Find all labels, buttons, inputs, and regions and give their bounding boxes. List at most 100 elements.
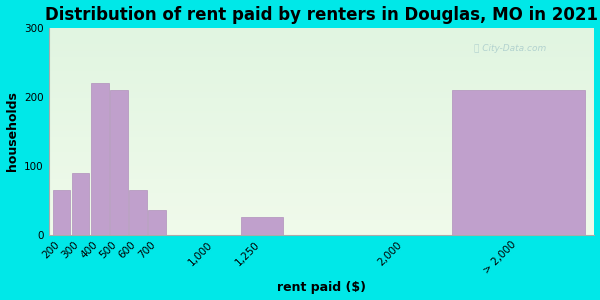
Bar xyxy=(49,102,595,104)
Bar xyxy=(49,55,595,57)
Bar xyxy=(49,189,595,191)
Bar xyxy=(110,90,128,235)
Bar xyxy=(49,115,595,117)
Bar xyxy=(49,51,595,53)
Bar xyxy=(49,156,595,158)
Title: Distribution of rent paid by renters in Douglas, MO in 2021: Distribution of rent paid by renters in … xyxy=(45,6,598,24)
Bar xyxy=(49,88,595,90)
Bar xyxy=(49,38,595,40)
Bar xyxy=(49,46,595,49)
Bar xyxy=(49,142,595,144)
Bar xyxy=(49,96,595,98)
Bar xyxy=(49,32,595,34)
Bar xyxy=(49,218,595,220)
Bar xyxy=(49,111,595,112)
Bar xyxy=(49,75,595,77)
Bar xyxy=(49,77,595,80)
Bar xyxy=(49,74,595,75)
Bar xyxy=(91,83,109,235)
Bar xyxy=(49,144,595,146)
Bar xyxy=(49,71,595,74)
Bar xyxy=(49,208,595,210)
Bar xyxy=(49,179,595,181)
Bar xyxy=(49,30,595,32)
Bar xyxy=(49,112,595,115)
Bar xyxy=(49,59,595,61)
Bar xyxy=(49,175,595,177)
Text: Ⓢ City-Data.com: Ⓢ City-Data.com xyxy=(475,44,547,53)
Bar xyxy=(49,125,595,127)
Bar xyxy=(49,158,595,160)
Bar xyxy=(49,117,595,119)
Bar xyxy=(49,127,595,129)
Bar xyxy=(49,63,595,65)
Bar xyxy=(49,230,595,232)
Bar xyxy=(49,86,595,88)
Bar xyxy=(49,69,595,71)
Bar xyxy=(49,129,595,131)
Bar xyxy=(49,109,595,111)
Bar xyxy=(49,80,595,82)
Bar xyxy=(49,170,595,172)
Bar xyxy=(49,137,595,140)
Bar xyxy=(49,40,595,42)
Bar xyxy=(49,183,595,185)
Bar xyxy=(49,212,595,214)
Bar xyxy=(49,228,595,230)
Bar xyxy=(49,135,595,137)
Bar xyxy=(49,202,595,204)
Bar xyxy=(49,84,595,86)
Bar xyxy=(49,106,595,109)
Bar xyxy=(49,214,595,216)
Bar xyxy=(49,167,595,169)
Bar xyxy=(49,187,595,189)
Bar xyxy=(49,154,595,156)
Bar xyxy=(130,190,146,235)
Bar xyxy=(49,160,595,162)
Bar xyxy=(49,36,595,38)
Bar xyxy=(148,211,166,235)
Bar xyxy=(49,123,595,125)
Bar xyxy=(53,190,70,235)
Bar xyxy=(49,177,595,179)
Bar xyxy=(49,34,595,36)
Bar xyxy=(49,181,595,183)
Y-axis label: households: households xyxy=(5,91,19,171)
Bar xyxy=(49,204,595,206)
Bar xyxy=(49,197,595,200)
Bar xyxy=(49,220,595,222)
Bar xyxy=(49,57,595,59)
Bar xyxy=(49,226,595,228)
Bar xyxy=(49,82,595,84)
X-axis label: rent paid ($): rent paid ($) xyxy=(277,281,366,294)
Bar xyxy=(49,185,595,187)
Bar xyxy=(49,61,595,63)
Bar xyxy=(49,94,595,96)
Bar xyxy=(49,146,595,148)
Bar xyxy=(49,131,595,133)
Bar xyxy=(452,90,585,235)
Bar xyxy=(49,98,595,100)
Bar xyxy=(49,193,595,195)
Bar xyxy=(49,49,595,51)
Bar xyxy=(49,133,595,135)
Bar xyxy=(49,216,595,218)
Bar xyxy=(49,150,595,152)
Bar xyxy=(49,162,595,164)
Bar xyxy=(49,104,595,106)
Bar xyxy=(49,67,595,69)
Bar xyxy=(49,53,595,55)
Bar xyxy=(73,172,89,235)
Bar xyxy=(49,195,595,197)
Bar xyxy=(49,28,595,30)
Bar xyxy=(49,210,595,212)
Bar xyxy=(49,140,595,142)
Bar xyxy=(241,218,283,235)
Bar xyxy=(49,169,595,170)
Bar xyxy=(49,42,595,44)
Bar xyxy=(49,100,595,102)
Bar xyxy=(49,65,595,67)
Bar xyxy=(49,164,595,166)
Bar xyxy=(49,206,595,208)
Bar xyxy=(49,119,595,121)
